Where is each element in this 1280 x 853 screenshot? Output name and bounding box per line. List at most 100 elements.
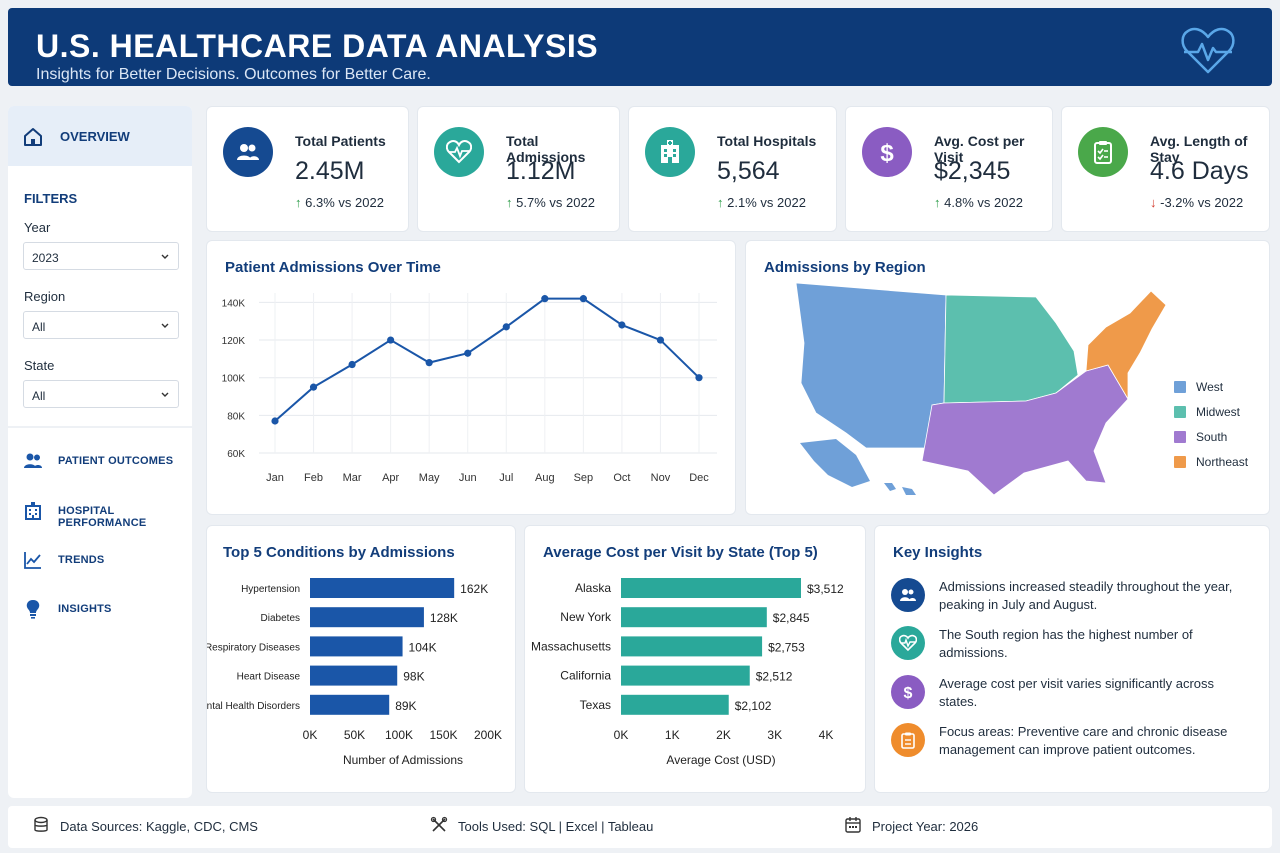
kpi-change-period: vs 2022 — [549, 195, 595, 210]
kpi-card-total-admissions: Total Admissions 1.12M ↑ 5.7% vs 2022 — [417, 106, 620, 232]
state-filter-label: State — [24, 358, 55, 373]
legend-label: Midwest — [1196, 405, 1241, 419]
sidebar-item-hospital-performance[interactable]: HOSPITAL PERFORMANCE — [8, 494, 192, 530]
state-select[interactable]: All — [23, 380, 179, 408]
insight-item: $ Average cost per visit varies signific… — [891, 675, 1251, 719]
x-tick-label: 0K — [303, 728, 318, 742]
cost-bar-chart: Alaska $3,512 New York $2,845 Massachusetts $… — [531, 578, 844, 767]
footer-year-text: Project Year: 2026 — [872, 819, 979, 834]
legend-label: West — [1196, 380, 1224, 394]
footer-sources-text: Data Sources: Kaggle, CDC, CMS — [60, 819, 258, 834]
key-insights-card: Key Insights Admissions increased steadi… — [874, 525, 1270, 793]
kpi-value: 1.12M — [506, 157, 576, 185]
x-tick-label: 200K — [474, 728, 502, 742]
year-select-value: 2023 — [32, 251, 59, 265]
heart-pulse-icon — [1181, 27, 1235, 74]
hospital-icon — [25, 502, 41, 520]
arrow-up-icon: ↑ — [717, 195, 724, 210]
chevron-down-icon — [161, 392, 169, 397]
bar-value-label: $2,512 — [756, 670, 793, 684]
x-tick-label: Nov — [651, 472, 671, 484]
sidebar-item-label: PATIENT OUTCOMES — [58, 455, 174, 467]
kpi-card-total-hospitals: Total Hospitals 5,564 ↑ 2.1% vs 2022 — [628, 106, 837, 232]
bar-value-label: 162K — [460, 582, 488, 596]
kpi-card-avg-length-of-stay: Avg. Length of Stay 4.6 Days ↓ -3.2% vs … — [1061, 106, 1270, 232]
chevron-down-icon — [161, 254, 169, 259]
kpi-change-value: -3.2% — [1160, 195, 1195, 210]
insight-badge: $ — [891, 675, 925, 709]
sidebar-item-insights[interactable]: INSIGHTS — [8, 592, 192, 628]
clipboard-icon — [1094, 141, 1112, 164]
kpi-change-value: 4.8% — [944, 195, 974, 210]
x-tick-label: Apr — [382, 472, 399, 484]
sidebar-item-overview[interactable]: OVERVIEW — [8, 106, 192, 166]
x-tick-label: 100K — [385, 728, 413, 742]
kpi-change: ↑ 4.8% vs 2022 — [934, 195, 1023, 210]
bar — [310, 694, 390, 715]
x-tick-label: May — [419, 472, 440, 484]
users-icon — [24, 453, 42, 468]
data-point — [271, 417, 279, 425]
x-tick-label: Oct — [613, 472, 630, 484]
y-tick-label: 60K — [227, 449, 245, 460]
kpi-value: 2.45M — [295, 157, 365, 185]
map-region-hawaii — [884, 483, 916, 495]
footer-tools-text: Tools Used: SQL | Excel | Tableau — [458, 819, 654, 834]
bar-value-label: $2,753 — [768, 640, 805, 654]
category-label: Alaska — [575, 581, 611, 595]
bar-value-label: $2,102 — [735, 699, 772, 713]
kpi-change: ↑ 2.1% vs 2022 — [717, 195, 806, 210]
kpi-icon-badge — [1078, 127, 1128, 177]
data-point — [541, 295, 549, 303]
legend-swatch — [1174, 456, 1186, 468]
bar — [310, 636, 403, 657]
legend-swatch — [1174, 431, 1186, 443]
heart-pulse-icon — [446, 140, 472, 164]
filters-title: FILTERS — [24, 191, 78, 206]
kpi-change-period: vs 2022 — [977, 195, 1023, 210]
sidebar-item-patient-outcomes[interactable]: PATIENT OUTCOMES — [8, 444, 192, 480]
x-tick-label: 2K — [716, 728, 731, 742]
category-label: Massachusetts — [531, 639, 611, 653]
legend-label: South — [1196, 430, 1228, 444]
hospital-icon — [661, 140, 679, 163]
x-axis-label: Average Cost (USD) — [666, 753, 775, 767]
sidebar-item-trends[interactable]: TRENDS — [8, 543, 192, 579]
map-region-alaska — [800, 439, 870, 487]
kpi-label: Avg. Cost per Visit — [934, 133, 1025, 165]
kpi-label: Avg. Length of Stay — [1150, 133, 1248, 165]
x-tick-label: Jan — [266, 472, 284, 484]
category-label: Hypertension — [241, 584, 300, 595]
insights-title: Key Insights — [893, 544, 983, 561]
chevron-down-icon — [161, 323, 169, 328]
data-point — [464, 349, 472, 357]
sidebar-item-label: HOSPITAL PERFORMANCE — [58, 505, 147, 529]
kpi-change: ↑ 5.7% vs 2022 — [506, 195, 595, 210]
users-icon — [237, 144, 259, 160]
insight-text: The South region has the highest number … — [939, 627, 1193, 660]
data-point — [502, 323, 510, 331]
kpi-value: 5,564 — [717, 157, 780, 185]
x-tick-label: 150K — [429, 728, 457, 742]
bar-value-label: 98K — [403, 670, 424, 684]
insight-item: The South region has the highest number … — [891, 626, 1251, 670]
y-tick-label: 100K — [222, 374, 246, 385]
insight-badge — [891, 578, 925, 612]
insight-item: Focus areas: Preventive care and chronic… — [891, 723, 1251, 767]
kpi-label: Total Hospitals — [717, 133, 817, 149]
data-point — [309, 383, 318, 391]
y-tick-label: 120K — [222, 336, 246, 347]
insight-text: Admissions increased steadily throughout… — [939, 579, 1233, 612]
category-label: New York — [560, 610, 612, 624]
year-select[interactable]: 2023 — [23, 242, 179, 270]
trend-line-icon — [24, 552, 41, 569]
database-icon — [34, 816, 48, 832]
lightbulb-icon — [26, 600, 40, 619]
kpi-value: 4.6 Days — [1150, 157, 1249, 185]
kpi-card-total-patients: Total Patients 2.45M ↑ 6.3% vs 2022 — [206, 106, 409, 232]
chart-title: Average Cost per Visit by State (Top 5) — [543, 544, 818, 561]
bar-value-label: $2,845 — [773, 611, 810, 625]
map-region-midwest — [943, 294, 1079, 404]
category-label: Mental Health Disorders — [207, 701, 300, 712]
region-select[interactable]: All — [23, 311, 179, 339]
